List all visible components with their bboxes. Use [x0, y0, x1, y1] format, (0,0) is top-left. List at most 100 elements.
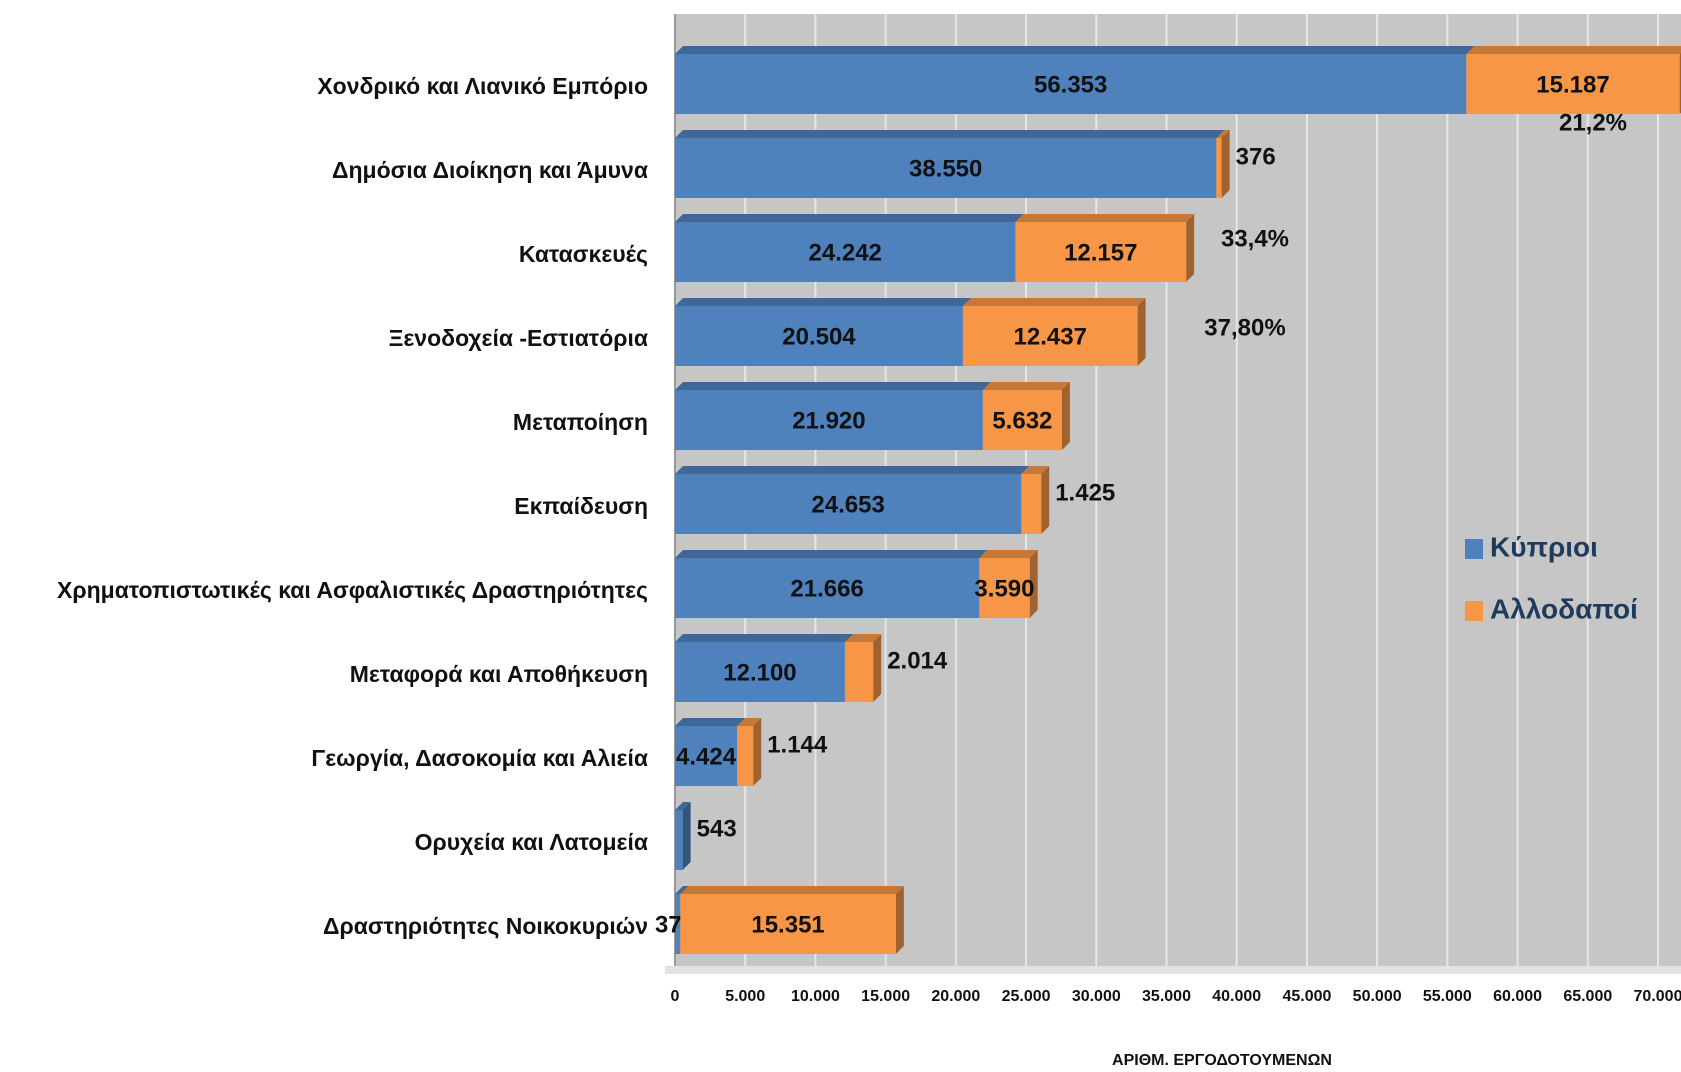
x-axis-title: ΑΡΙΘΜ. ΕΡΓΟΔΟΤΟΥΜΕΝΩΝ [1112, 1052, 1332, 1069]
bar [675, 894, 681, 954]
legend-label: Κύπριοι [1490, 531, 1598, 562]
x-tick-label: 60.000 [1493, 988, 1542, 1005]
bar [982, 390, 1062, 450]
bar-top [1021, 466, 1050, 474]
value-label: 15.351 [751, 911, 824, 938]
bar-side [1041, 466, 1050, 534]
x-tick-label: 70.000 [1634, 988, 1681, 1005]
x-tick-label: 35.000 [1142, 988, 1191, 1005]
value-label: 543 [697, 815, 737, 842]
bar-top [675, 634, 853, 642]
legend-swatch [1465, 539, 1483, 559]
x-tick-label: 25.000 [1002, 988, 1051, 1005]
category-label: Δραστηριότητες Νοικοκυριών [323, 913, 648, 939]
value-label: 21.666 [790, 575, 863, 602]
value-label: 12.437 [1014, 323, 1087, 350]
bar-side [1029, 550, 1038, 618]
bar-side [1061, 382, 1070, 450]
bar-side [873, 634, 882, 702]
bar-side [895, 886, 904, 954]
x-tick-label: 30.000 [1072, 988, 1121, 1005]
value-label: 1.144 [767, 731, 828, 758]
bar [675, 390, 983, 450]
bar-top [1216, 130, 1230, 138]
bar-top [680, 886, 904, 894]
bar [1021, 474, 1042, 534]
x-tick-label: 5.000 [725, 988, 765, 1005]
bar [675, 138, 1217, 198]
bar-top [962, 298, 1146, 306]
bar-top [675, 550, 988, 558]
value-label: 1.425 [1055, 479, 1115, 506]
bar [675, 474, 1022, 534]
value-label: 24.653 [811, 491, 884, 518]
bar [844, 642, 874, 702]
bar-top [979, 550, 1038, 558]
x-tick-label: 15.000 [861, 988, 910, 1005]
bar-side [682, 802, 691, 870]
category-label: Χονδρικό και Λιανικό Εμπόριο [317, 73, 648, 99]
bar-top [844, 634, 882, 642]
category-label: Γεωργία, Δασοκομία και Αλιεία [311, 745, 648, 771]
bar-top [675, 802, 691, 810]
bar [675, 558, 980, 618]
bar [675, 810, 683, 870]
bar [1015, 222, 1187, 282]
bar-top [1466, 46, 1681, 54]
value-label: 21.920 [792, 407, 865, 434]
x-tick-label: 45.000 [1282, 988, 1331, 1005]
bar-top [982, 382, 1070, 390]
bar [675, 222, 1016, 282]
category-label: Ορυχεία και Λατομεία [415, 829, 648, 855]
bar-top [675, 298, 971, 306]
x-tick-label: 0 [671, 988, 680, 1005]
bar-top [675, 718, 746, 726]
bar [962, 306, 1138, 366]
value-label: 5.632 [992, 407, 1052, 434]
bar-side [1137, 298, 1146, 366]
value-label: 3.590 [974, 575, 1034, 602]
value-label: 12.157 [1064, 239, 1137, 266]
bar-side [1221, 130, 1230, 198]
value-label: 4.424 [676, 743, 737, 770]
bar-top [675, 466, 1030, 474]
value-label: 56.353 [1034, 71, 1107, 98]
bar [737, 726, 754, 786]
bar-top [675, 382, 991, 390]
bar [1216, 138, 1222, 198]
x-tick-label: 20.000 [931, 988, 980, 1005]
value-label: 20.504 [782, 323, 856, 350]
value-label: 24.242 [809, 239, 882, 266]
bar [675, 306, 963, 366]
bar-top [675, 886, 689, 894]
category-label: Κατασκευές [519, 241, 648, 267]
value-label: 2.014 [887, 647, 948, 674]
annotation: 21,2% [1559, 109, 1627, 136]
bar-side [753, 718, 762, 786]
bar-top [675, 130, 1225, 138]
plot-floor [665, 966, 1681, 974]
value-label: 38.550 [909, 155, 982, 182]
bar-top [675, 214, 1024, 222]
annotation: 37,80% [1204, 314, 1285, 341]
value-label: 15.187 [1536, 71, 1609, 98]
category-label: Χρηματοπιστωτικές και Ασφαλιστικές Δραστ… [57, 577, 648, 603]
value-label: 12.100 [723, 659, 796, 686]
value-label: 376 [1236, 143, 1276, 170]
bar [680, 894, 896, 954]
legend-swatch [1465, 601, 1483, 621]
x-tick-label: 50.000 [1353, 988, 1402, 1005]
category-label: Μεταφορά και Αποθήκευση [350, 661, 648, 687]
category-label: Εκπαίδευση [514, 493, 648, 519]
bar [675, 726, 738, 786]
x-tick-label: 10.000 [791, 988, 840, 1005]
x-tick-label: 55.000 [1423, 988, 1472, 1005]
bar-top [1015, 214, 1195, 222]
legend-label: Αλλοδαποί [1490, 593, 1638, 624]
bar-top [675, 46, 1475, 54]
x-tick-label: 40.000 [1212, 988, 1261, 1005]
category-label: Δημόσια Διοίκηση και Άμυνα [332, 157, 648, 183]
bar [979, 558, 1030, 618]
bar-top [737, 718, 762, 726]
